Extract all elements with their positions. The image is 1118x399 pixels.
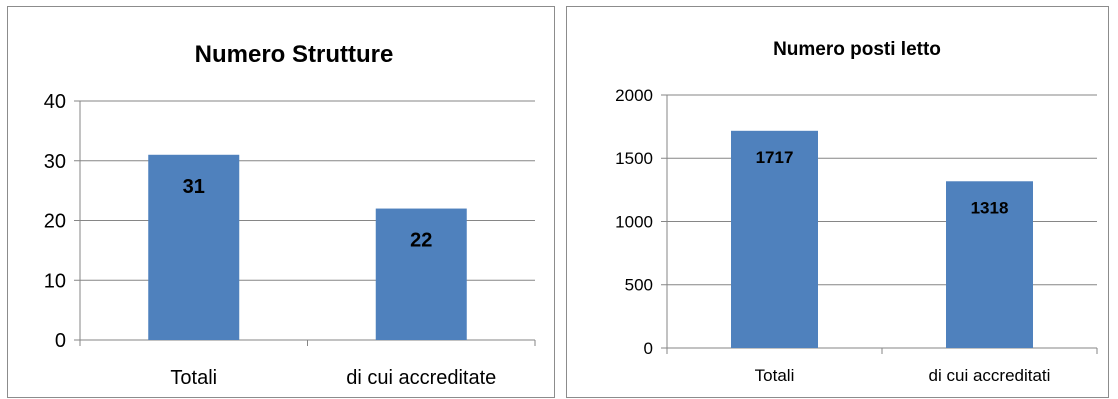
- chart-title: Numero Strutture: [195, 41, 394, 68]
- category-label: di cui accreditati: [929, 366, 1051, 385]
- y-tick-label: 0: [55, 330, 66, 352]
- y-tick-label: 1000: [615, 212, 653, 231]
- category-label: Totali: [170, 367, 217, 389]
- category-label: di cui accreditate: [346, 367, 496, 389]
- y-tick-label: 20: [44, 211, 66, 233]
- y-tick-label: 30: [44, 151, 66, 173]
- bar-chart-numero-posti-letto: Numero posti letto 0 500 1000 1500 2000 1717…: [615, 39, 1098, 385]
- data-label: 1318: [971, 198, 1009, 217]
- bar-1: [375, 208, 467, 340]
- y-tick-label: 2000: [615, 86, 653, 105]
- y-tick-label: 500: [625, 276, 653, 295]
- y-tick-label: 1500: [615, 149, 653, 168]
- chart-panel-numero-strutture: Numero Strutture 0 10 20 30 40 31 Totali 22 di …: [7, 6, 555, 398]
- chart-panel-numero-posti-letto: Numero posti letto 0 500 1000 1500 2000 1717…: [566, 6, 1109, 398]
- chart-title: Numero posti letto: [773, 39, 941, 60]
- y-tick-label: 0: [644, 339, 653, 358]
- y-tick-label: 10: [44, 270, 66, 292]
- data-label: 31: [183, 176, 205, 198]
- bar-1: [946, 181, 1033, 348]
- bar-0: [731, 130, 818, 348]
- data-label: 22: [410, 230, 432, 252]
- data-label: 1717: [756, 148, 794, 167]
- bar-chart-numero-strutture: Numero Strutture 0 10 20 30 40 31 Totali 22 di …: [44, 41, 536, 389]
- y-tick-label: 40: [44, 91, 66, 113]
- category-label: Totali: [755, 366, 795, 385]
- bar-0: [148, 154, 240, 340]
